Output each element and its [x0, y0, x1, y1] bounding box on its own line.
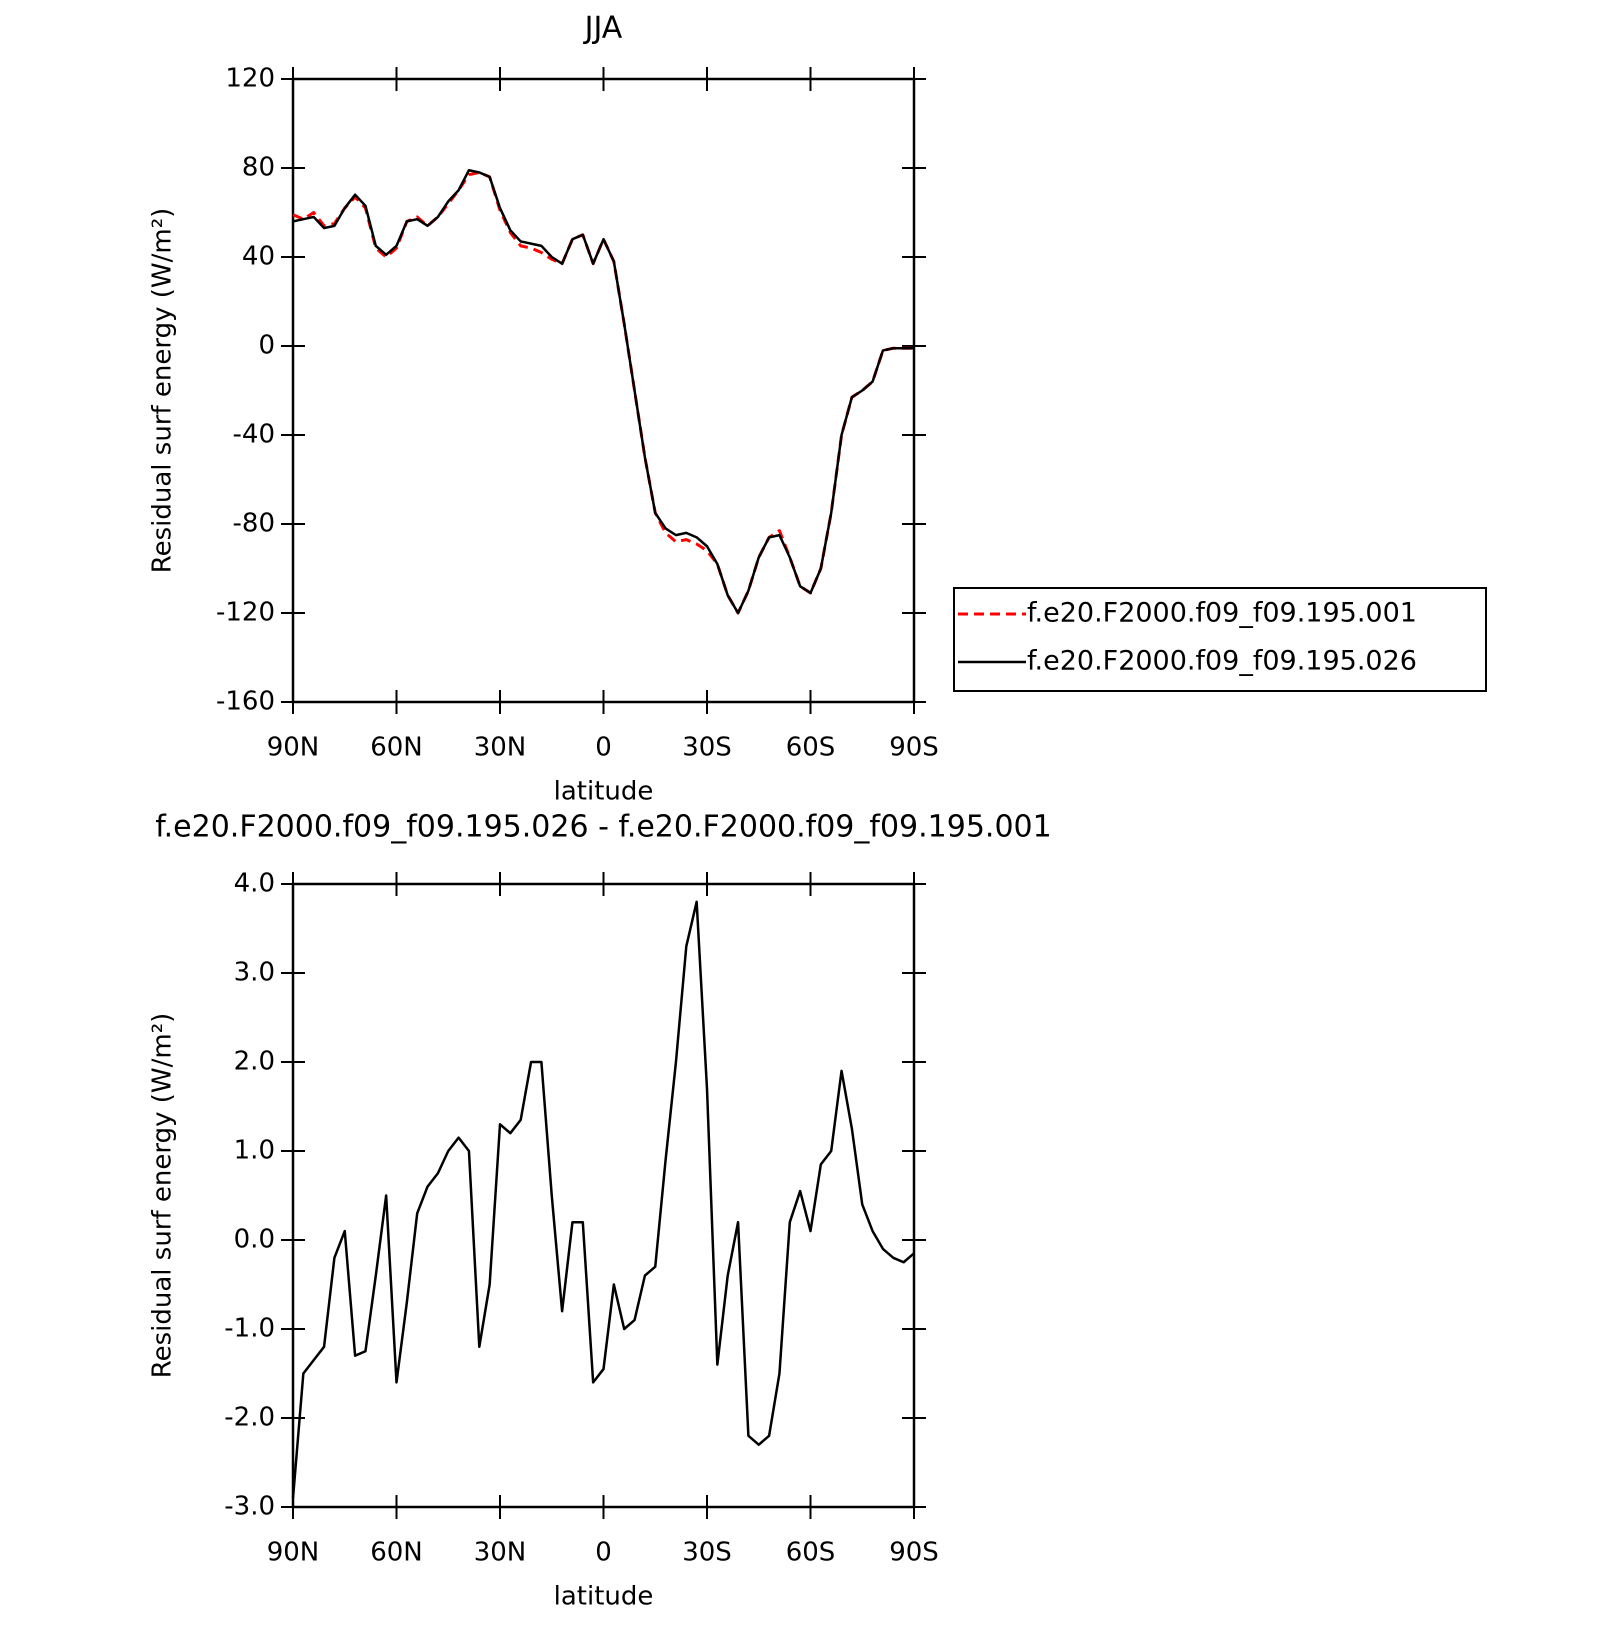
data-line — [292, 168, 914, 615]
x-tick-label: 60S — [786, 733, 836, 763]
y-tick-label: 4.0 — [234, 869, 275, 899]
y-tick-label: 0.0 — [234, 1225, 275, 1255]
plot-frame — [291, 882, 916, 1509]
legend-label: f.e20.F2000.f09_f09.195.026 — [1027, 646, 1417, 677]
y-tick-label: 3.0 — [234, 958, 275, 988]
y-tick-label: -1.0 — [224, 1314, 275, 1344]
legend-label: f.e20.F2000.f09_f09.195.001 — [1027, 598, 1417, 629]
x-tick-label: 90S — [889, 1538, 939, 1568]
x-tick-label: 0 — [595, 1538, 612, 1568]
x-tick-label: 30S — [682, 733, 732, 763]
y-tick-label: 1.0 — [234, 1136, 275, 1166]
data-line — [291, 900, 915, 1499]
plot-frame — [291, 77, 916, 704]
y-axis-label: Residual surf energy (W/m²) — [148, 1013, 178, 1379]
x-tick-label: 30S — [682, 1538, 732, 1568]
x-tick-label: 60S — [786, 1538, 836, 1568]
x-tick-label: 30N — [474, 1538, 527, 1568]
y-tick-label: 2.0 — [234, 1047, 275, 1077]
y-tick-label: 40 — [242, 242, 275, 272]
x-axis-label: latitude — [554, 1582, 654, 1612]
x-tick-label: 60N — [370, 1538, 423, 1568]
y-axis-label: Residual surf energy (W/m²) — [148, 208, 178, 574]
x-tick-label: 60N — [370, 733, 423, 763]
x-tick-label: 90N — [267, 1538, 320, 1568]
x-tick-label: 90N — [267, 733, 320, 763]
y-tick-label: -40 — [233, 420, 275, 450]
x-tick-label: 0 — [595, 733, 612, 763]
y-tick-label: -120 — [216, 598, 275, 628]
y-tick-label: -80 — [233, 509, 275, 539]
x-tick-label: 90S — [889, 733, 939, 763]
y-tick-label: -3.0 — [224, 1492, 275, 1522]
y-tick-label: -160 — [216, 687, 275, 717]
y-tick-label: -2.0 — [224, 1403, 275, 1433]
x-axis-label: latitude — [554, 777, 654, 807]
y-tick-label: 120 — [225, 64, 275, 94]
legend-box — [953, 587, 1487, 692]
chart-title: JJA — [583, 11, 623, 46]
y-tick-label: 80 — [242, 153, 275, 183]
chart-title: f.e20.F2000.f09_f09.195.026 - f.e20.F200… — [155, 810, 1051, 845]
y-tick-label: 0 — [258, 331, 275, 361]
x-tick-label: 30N — [474, 733, 527, 763]
